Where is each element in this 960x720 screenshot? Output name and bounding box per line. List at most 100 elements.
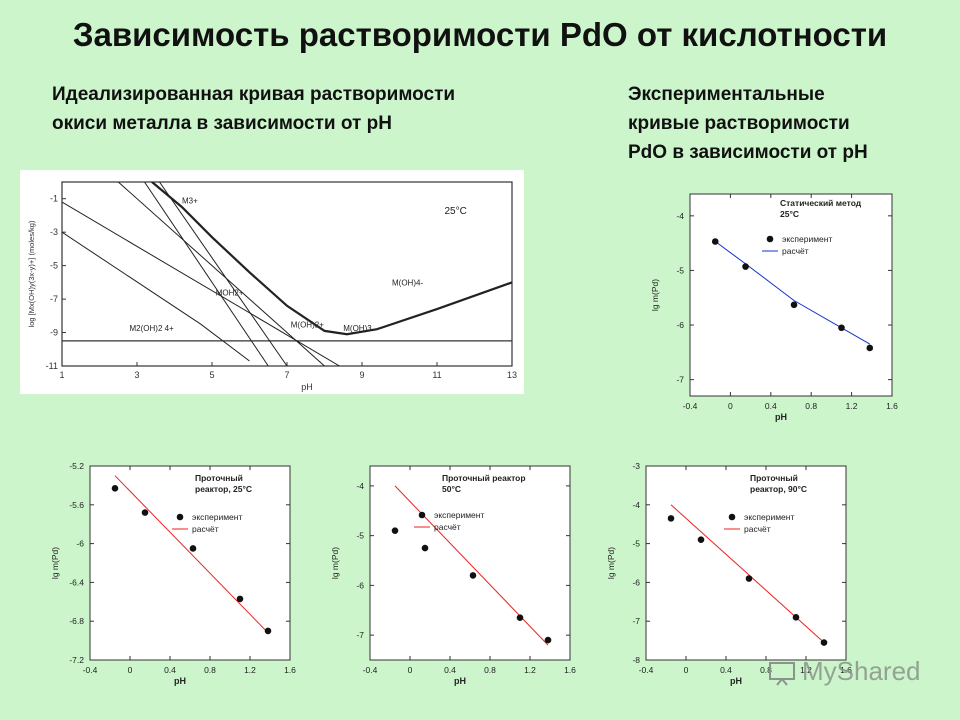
x-tick-label: -0.4: [83, 665, 98, 675]
chart-annotation: реактор, 90°C: [750, 484, 807, 494]
species-label: MOH2+: [216, 289, 244, 298]
legend-point-marker: [418, 511, 426, 519]
x-tick-label: 1.6: [564, 665, 576, 675]
experiment-point: [264, 627, 272, 635]
y-tick-label: -7: [50, 294, 58, 304]
x-tick-label: 11: [432, 370, 441, 380]
legend-calculated: расчёт: [192, 524, 219, 534]
species-line: [144, 182, 269, 366]
y-tick-label: -5: [676, 265, 684, 275]
x-axis-label: pH: [301, 382, 313, 392]
flow-reactor-90-chart: -0.4 0 0.4 0.8 1.2 1.6 -3 -4 -5 -6 -7 -8 pH lg m(Pd) П…: [606, 461, 852, 686]
x-tick-label: 1.2: [244, 665, 256, 675]
y-tick-label: -6: [76, 539, 84, 549]
subtitle-exp-line-2: кривые растворимости: [628, 113, 850, 134]
species-label: M(OH)3: [343, 324, 372, 333]
x-tick-label: 5: [209, 370, 214, 380]
experiment-point: [745, 575, 753, 582]
x-tick-label: -0.4: [639, 665, 654, 675]
y-axis-label: log [Mx(OH)y(3x-y)+] (moles/kg): [27, 220, 36, 327]
x-tick-label: 1.6: [284, 665, 296, 675]
legend-calculated: расчёт: [744, 524, 771, 534]
species-label: M(OH)4-: [392, 279, 423, 288]
x-axis-label: pH: [454, 676, 466, 686]
subtitle-ideal-line-2: окиси металла в зависимости от pH: [52, 113, 392, 134]
experiment-point: [790, 301, 798, 309]
x-tick-label: 0: [408, 665, 413, 675]
chart-annotation: реактор, 25°C: [195, 484, 252, 494]
experiment-point: [838, 324, 845, 332]
presentation-logo-icon: [769, 662, 795, 686]
y-tick-label: -6: [356, 580, 364, 590]
total-solubility-curve: [151, 182, 512, 336]
x-tick-label: -0.4: [683, 401, 698, 411]
x-tick-label: 0.4: [164, 665, 176, 675]
subtitle-ideal-line-1: Идеализированная кривая растворимости: [52, 84, 456, 105]
x-tick-label: 1.2: [524, 665, 536, 675]
watermark: MyShared: [802, 656, 921, 686]
legend-experiment: эксперимент: [782, 234, 832, 244]
species-line: [62, 231, 250, 362]
experiment-point: [820, 639, 828, 646]
x-tick-label: -0.4: [363, 665, 378, 675]
x-tick-label: 0: [684, 665, 689, 675]
legend-experiment: эксперимент: [744, 512, 794, 522]
x-axis-label: pH: [775, 412, 787, 422]
experiment-point: [516, 614, 524, 622]
x-axis-label: pH: [730, 676, 742, 686]
temperature-label: 25°C: [445, 206, 467, 217]
y-tick-label: -7.2: [69, 655, 84, 665]
chart-annotation: Проточный: [195, 473, 243, 483]
legend-experiment: эксперимент: [192, 512, 242, 522]
chart-background: [20, 170, 524, 394]
legend-experiment: эксперимент: [434, 510, 484, 520]
x-tick-label: 1.6: [840, 665, 852, 675]
x-tick-label: 3: [134, 370, 139, 380]
plot-frame: [645, 465, 847, 661]
species-label: M(OH)2+: [291, 321, 324, 330]
y-tick-label: -11: [46, 361, 58, 371]
y-tick-label: -8: [632, 655, 640, 665]
calculated-line: [715, 241, 871, 345]
x-tick-label: 0.8: [204, 665, 216, 675]
y-tick-label: -6: [632, 577, 640, 587]
x-tick-label: 0: [728, 401, 733, 411]
experiment-point: [421, 544, 429, 552]
y-tick-label: -6: [676, 320, 684, 330]
legend-point-marker: [176, 513, 184, 521]
experiment-point: [711, 238, 719, 245]
y-axis-label: lg m(Pd): [50, 547, 60, 579]
x-tick-label: 1.2: [800, 665, 812, 675]
y-tick-label: -5.6: [69, 500, 84, 510]
chart-annotation: 50°C: [442, 484, 461, 494]
species-label: M2(OH)2 4+: [130, 324, 175, 333]
experiment-point: [866, 344, 874, 352]
x-tick-label: 0.4: [765, 401, 777, 411]
x-axis-label: pH: [174, 676, 186, 686]
experiment-point: [391, 527, 399, 534]
experiment-point: [697, 536, 705, 544]
legend-calculated: расчёт: [434, 522, 461, 532]
y-axis-label: lg m(Pd): [606, 547, 616, 579]
subtitle-experimental: Экспериментальные кривые растворимости P…: [628, 80, 948, 167]
x-tick-label: 13: [507, 370, 517, 380]
calculated-line: [114, 475, 269, 634]
y-tick-label: -3: [50, 227, 58, 237]
x-tick-label: 0.4: [720, 665, 732, 675]
y-tick-label: -5: [50, 261, 58, 271]
x-tick-label: 0.8: [484, 665, 496, 675]
ideal-lines: [62, 182, 512, 366]
y-tick-label: -6.8: [69, 616, 84, 626]
legend-point-marker: [766, 235, 774, 243]
chart-annotation: Проточный реактор: [442, 473, 526, 483]
species-line: [62, 201, 340, 366]
chart-annotation: Проточный: [750, 473, 798, 483]
plot-frame: [89, 465, 291, 661]
subtitle-exp-line-3: PdO в зависимости от pH: [628, 142, 868, 163]
x-tick-label: 1: [59, 370, 64, 380]
plot-frame: [689, 193, 893, 397]
experiment-point: [236, 595, 244, 603]
chart-annotation: 25°C: [780, 209, 799, 219]
experiment-point: [111, 485, 119, 492]
experiment-point: [667, 515, 675, 522]
